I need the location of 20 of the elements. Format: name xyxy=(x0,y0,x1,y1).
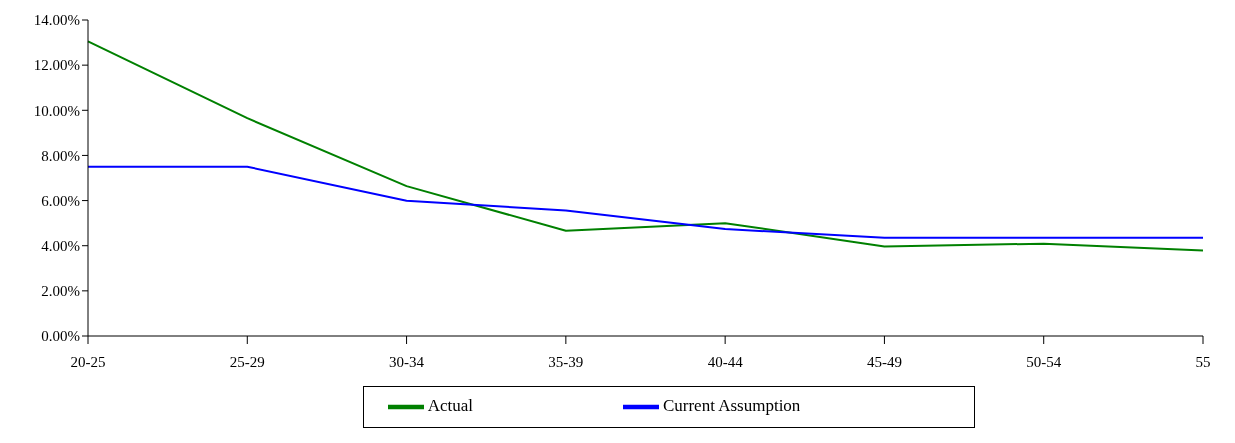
x-tick-label: 50-54 xyxy=(1026,353,1062,370)
y-tick-label: 10.00% xyxy=(33,102,80,119)
x-tick-label: 45-49 xyxy=(866,353,902,370)
x-tick-label: 30-34 xyxy=(389,353,425,370)
x-tick-label: 35-39 xyxy=(548,353,584,370)
y-tick-label: 0.00% xyxy=(41,328,80,345)
y-tick-label: 12.00% xyxy=(33,57,80,74)
x-tick-label: 40-44 xyxy=(707,353,744,370)
x-tick-label: 20-25 xyxy=(70,353,106,370)
y-tick-label: 6.00% xyxy=(41,192,80,209)
legend-label: Current Assumption xyxy=(662,395,801,415)
line-series xyxy=(87,40,1204,252)
x-tick-label: 55 xyxy=(1195,353,1211,370)
y-tick-label: 4.00% xyxy=(41,238,80,255)
y-tick-label: 2.00% xyxy=(41,283,80,300)
line-series xyxy=(87,165,1204,239)
x-tick-label: 25-29 xyxy=(229,353,265,370)
y-tick-label: 8.00% xyxy=(41,147,80,164)
y-tick-label: 14.00% xyxy=(33,12,80,29)
legend-label: Actual xyxy=(427,395,473,415)
